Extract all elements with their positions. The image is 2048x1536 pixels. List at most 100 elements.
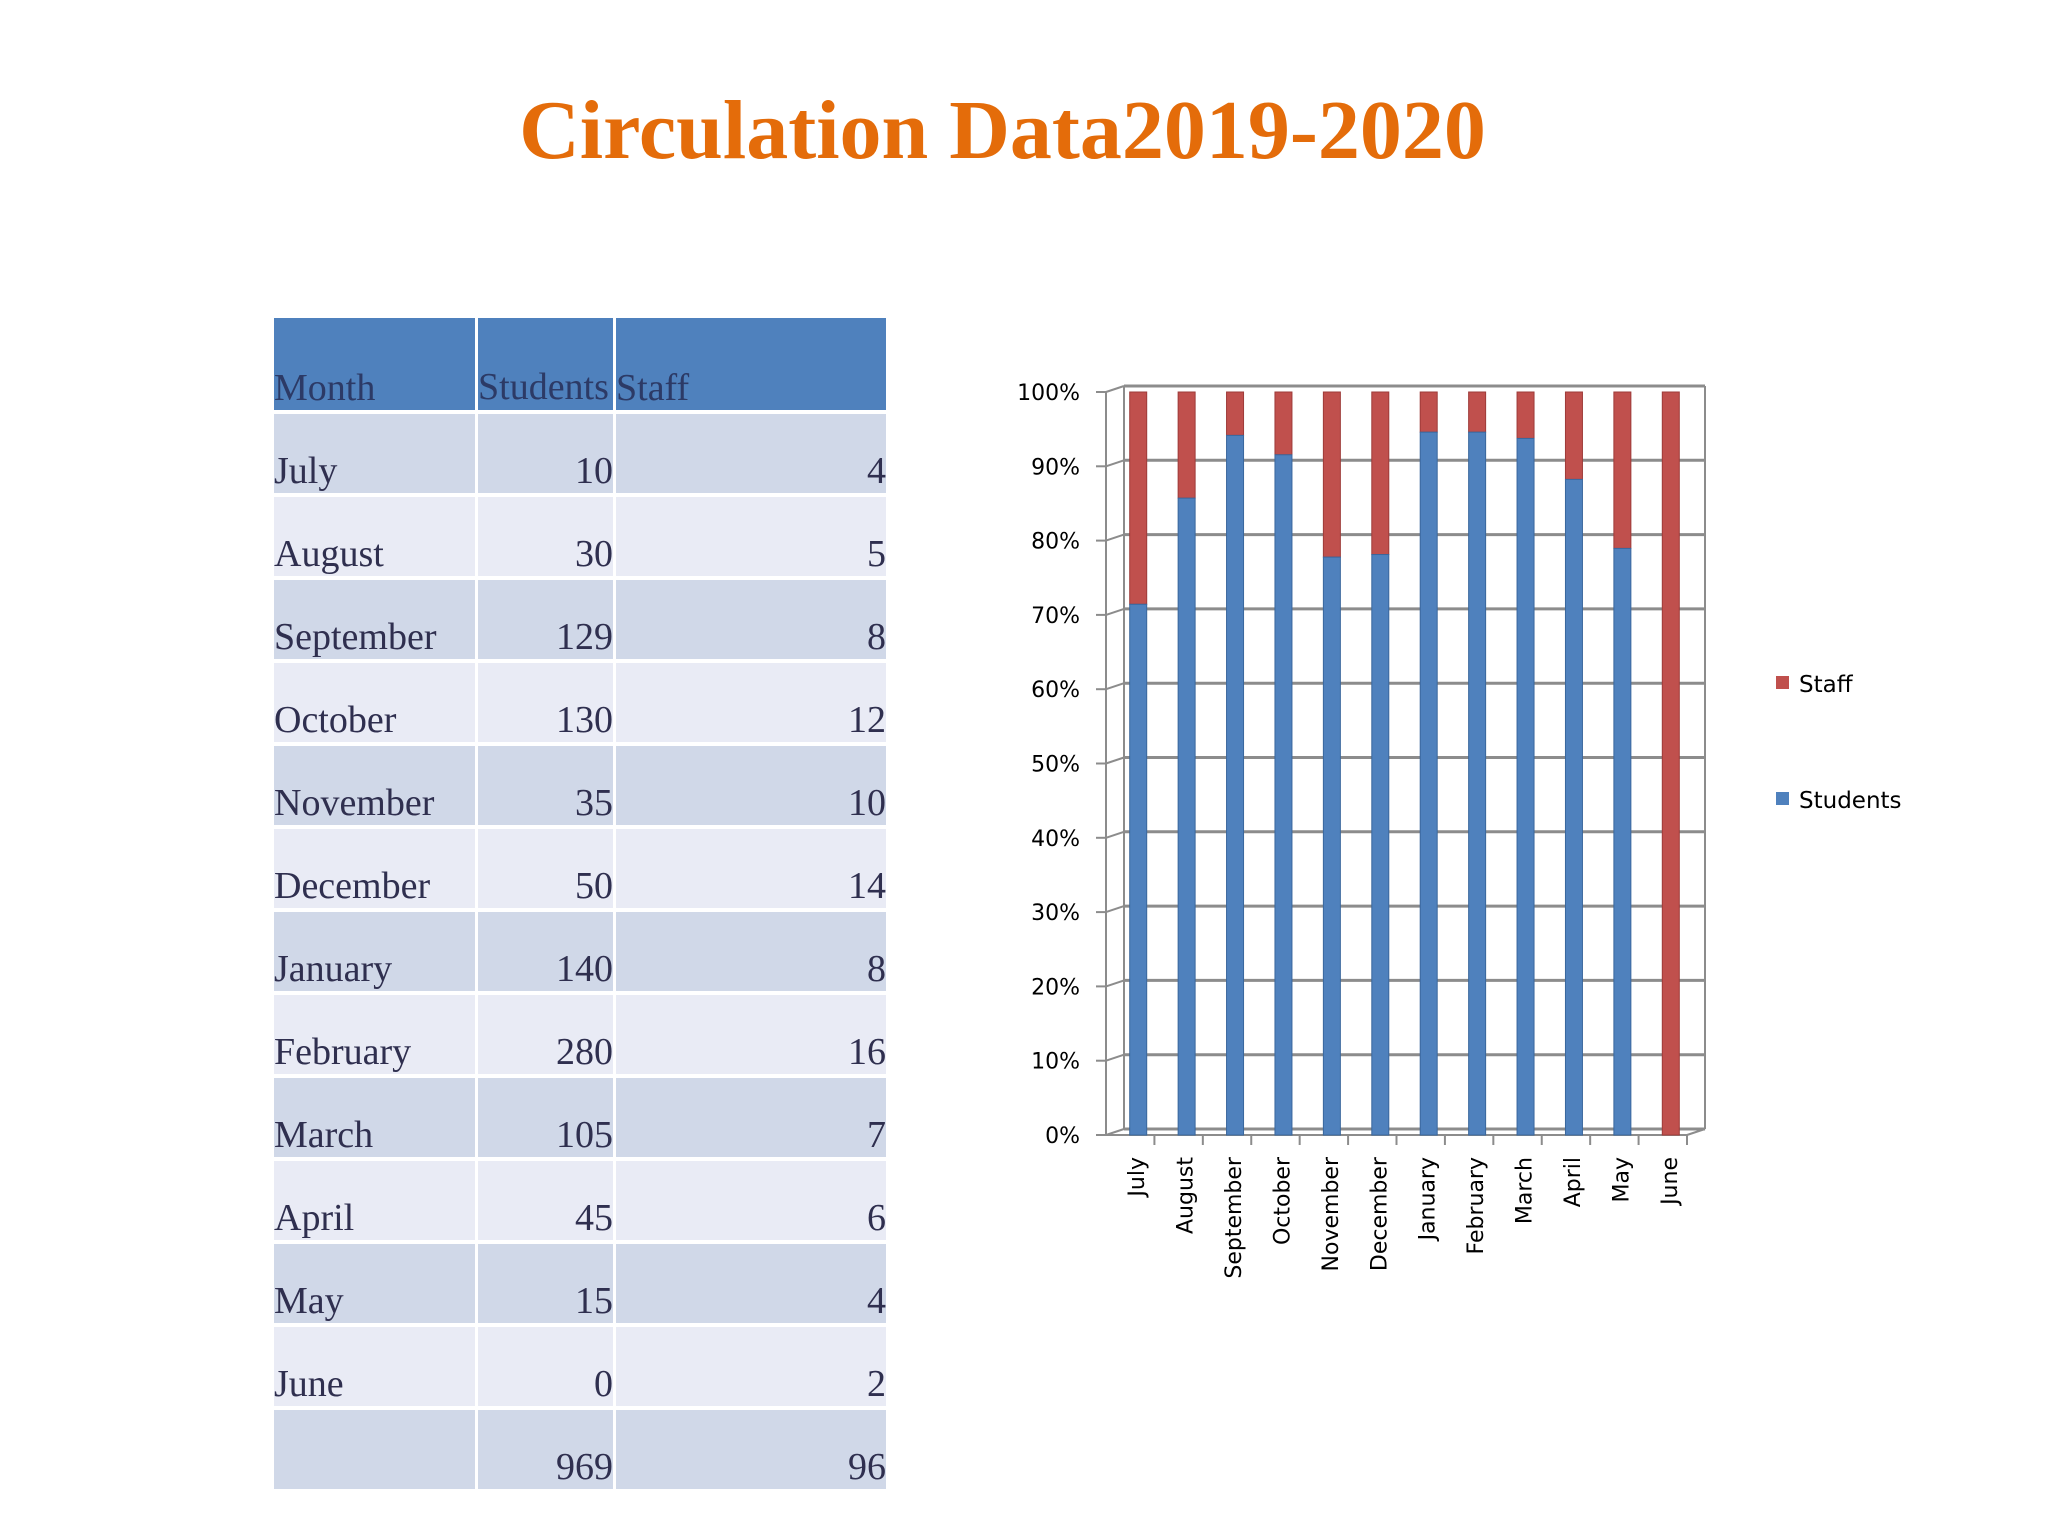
cell-month: April bbox=[274, 1161, 478, 1244]
bar-students bbox=[1468, 431, 1487, 1136]
y-tick-label: 40% bbox=[1031, 827, 1080, 852]
table-row: May 15 4 bbox=[274, 1244, 889, 1327]
cell-students: 130 bbox=[478, 663, 616, 746]
cell-students: 10 bbox=[478, 414, 616, 497]
bar-students bbox=[1177, 497, 1196, 1136]
gridline-depth bbox=[1105, 607, 1125, 616]
x-category-label: March bbox=[1513, 1157, 1538, 1224]
bar-staff bbox=[1226, 391, 1245, 436]
table-row: July 10 4 bbox=[274, 414, 889, 497]
bar-students bbox=[1419, 431, 1438, 1136]
cell-staff: 6 bbox=[616, 1161, 889, 1244]
cell-staff: 7 bbox=[616, 1078, 889, 1161]
gridline-depth bbox=[1105, 459, 1125, 468]
header-month: Month bbox=[274, 318, 478, 414]
cell-total-label bbox=[274, 1410, 478, 1493]
bar-students bbox=[1371, 554, 1390, 1136]
legend-label-staff: Staff bbox=[1799, 672, 1854, 698]
y-tick-label: 50% bbox=[1031, 753, 1080, 778]
x-axis-depth bbox=[1686, 1128, 1706, 1136]
header-students: Students bbox=[478, 318, 616, 414]
cell-students: 35 bbox=[478, 746, 616, 829]
bar-students bbox=[1613, 547, 1632, 1136]
cell-month: September bbox=[274, 580, 478, 663]
gridline-depth bbox=[1105, 533, 1125, 542]
table-total-row: 969 96 bbox=[274, 1410, 889, 1493]
cell-month: July bbox=[274, 414, 478, 497]
bar-staff bbox=[1468, 391, 1487, 433]
y-tick-label: 90% bbox=[1031, 455, 1080, 480]
gridline-depth bbox=[1105, 756, 1125, 765]
gridline-depth bbox=[1105, 1053, 1125, 1062]
table-row: August 30 5 bbox=[274, 497, 889, 580]
bar-staff bbox=[1177, 391, 1196, 499]
bar-staff bbox=[1371, 391, 1390, 556]
cell-staff: 12 bbox=[616, 663, 889, 746]
bar-staff bbox=[1564, 391, 1583, 480]
bar-students bbox=[1322, 556, 1341, 1136]
gridline-depth bbox=[1105, 385, 1125, 393]
cell-students: 280 bbox=[478, 995, 616, 1078]
cell-staff: 4 bbox=[616, 1244, 889, 1327]
cell-students: 45 bbox=[478, 1161, 616, 1244]
table-header-row: Month Students Staff bbox=[274, 318, 889, 414]
table-row: October 130 12 bbox=[274, 663, 889, 746]
cell-students: 140 bbox=[478, 912, 616, 995]
bar-staff bbox=[1613, 391, 1632, 549]
cell-month: February bbox=[274, 995, 478, 1078]
bar-students bbox=[1274, 454, 1293, 1136]
cell-staff: 8 bbox=[616, 912, 889, 995]
cell-month: June bbox=[274, 1327, 478, 1410]
gridline-depth bbox=[1105, 682, 1125, 691]
header-staff: Staff bbox=[616, 318, 889, 414]
cell-staff: 10 bbox=[616, 746, 889, 829]
table-row: June 0 2 bbox=[274, 1327, 889, 1410]
x-category-label: February bbox=[1464, 1157, 1489, 1255]
x-category-label: December bbox=[1367, 1156, 1392, 1271]
circulation-table: Month Students Staff July 10 4 August 30 5 Sep… bbox=[274, 318, 889, 1493]
cell-total-students: 969 bbox=[478, 1410, 616, 1493]
cell-month: October bbox=[274, 663, 478, 746]
y-tick-label: 100% bbox=[1017, 381, 1080, 406]
y-tick-label: 10% bbox=[1031, 1050, 1080, 1075]
x-category-label: April bbox=[1561, 1157, 1586, 1207]
cell-month: November bbox=[274, 746, 478, 829]
x-category-label: January bbox=[1416, 1157, 1441, 1242]
table-row: December 50 14 bbox=[274, 829, 889, 912]
x-category-label: September bbox=[1222, 1156, 1247, 1279]
bar-students bbox=[1129, 603, 1148, 1136]
gridline-depth bbox=[1105, 979, 1125, 988]
y-tick-label: 30% bbox=[1031, 901, 1080, 926]
legend-swatch-students bbox=[1776, 792, 1789, 805]
page-title: Circulation Data2019-2020 bbox=[519, 84, 1486, 177]
table-row: September 129 8 bbox=[274, 580, 889, 663]
bar-staff bbox=[1516, 391, 1535, 439]
y-tick-label: 80% bbox=[1031, 530, 1080, 555]
table-row: March 105 7 bbox=[274, 1078, 889, 1161]
cell-staff: 14 bbox=[616, 829, 889, 912]
cell-month: March bbox=[274, 1078, 478, 1161]
cell-total-staff: 96 bbox=[616, 1410, 889, 1493]
bar-staff bbox=[1419, 391, 1438, 433]
cell-month: August bbox=[274, 497, 478, 580]
x-category-label: June bbox=[1658, 1157, 1683, 1207]
y-tick-label: 60% bbox=[1031, 678, 1080, 703]
y-tick-label: 0% bbox=[1045, 1124, 1080, 1149]
legend-label-students: Students bbox=[1799, 788, 1902, 814]
x-category-label: July bbox=[1125, 1157, 1150, 1199]
bar-staff bbox=[1322, 391, 1341, 558]
cell-staff: 16 bbox=[616, 995, 889, 1078]
cell-month: May bbox=[274, 1244, 478, 1327]
table-body: July 10 4 August 30 5 September 129 8 October 130 1… bbox=[274, 414, 889, 1493]
cell-students: 105 bbox=[478, 1078, 616, 1161]
legend-swatch-staff bbox=[1776, 676, 1789, 689]
y-tick-label: 70% bbox=[1031, 604, 1080, 629]
bar-staff bbox=[1274, 391, 1293, 456]
cell-month: December bbox=[274, 829, 478, 912]
x-category-label: November bbox=[1319, 1156, 1344, 1271]
x-category-label: October bbox=[1270, 1156, 1295, 1245]
cell-staff: 5 bbox=[616, 497, 889, 580]
bar-students bbox=[1564, 478, 1583, 1136]
bar-staff bbox=[1661, 391, 1680, 1136]
